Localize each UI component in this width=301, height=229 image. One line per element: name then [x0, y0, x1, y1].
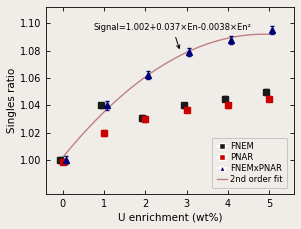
Legend: FNEM, PNAR, FNEMxPNAR, 2nd order fit: FNEM, PNAR, FNEMxPNAR, 2nd order fit: [213, 138, 287, 188]
X-axis label: U enrichment (wt%): U enrichment (wt%): [118, 212, 222, 222]
Text: Signal=1.002+0.037×En-0.0038×En²: Signal=1.002+0.037×En-0.0038×En²: [94, 23, 252, 48]
Y-axis label: Singles ratio: Singles ratio: [7, 68, 17, 133]
